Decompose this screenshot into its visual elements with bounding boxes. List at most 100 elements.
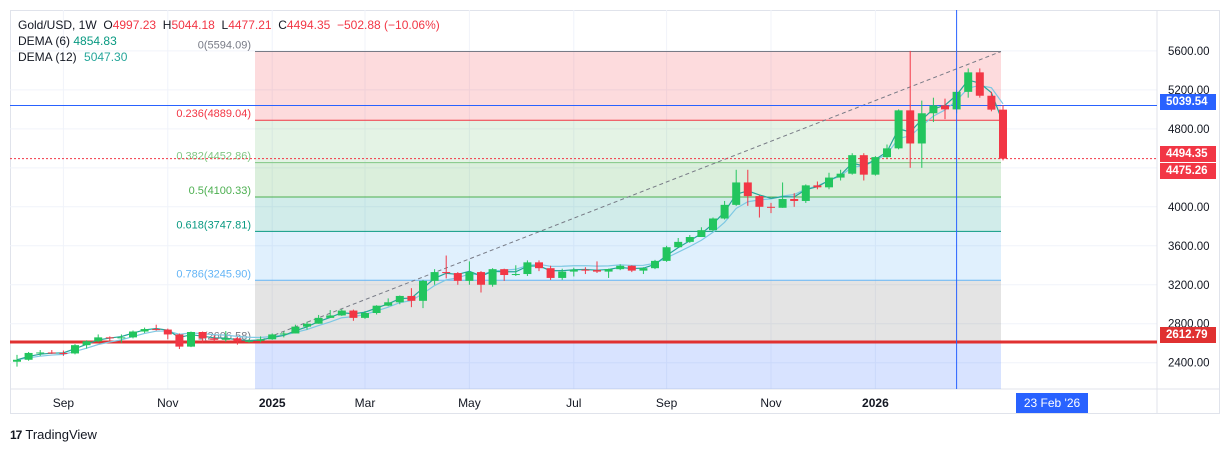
candle-body xyxy=(871,157,880,175)
price-tick-label: 5600.00 xyxy=(1168,46,1210,58)
crosshair-price-tag: 5039.54 xyxy=(1160,94,1216,110)
candle xyxy=(233,336,242,345)
candle xyxy=(268,333,277,340)
candle-body xyxy=(639,268,648,271)
candle-body xyxy=(720,204,729,219)
candle xyxy=(117,334,126,343)
candle-body xyxy=(221,338,230,340)
candle xyxy=(453,272,462,285)
low-key: L xyxy=(221,18,229,32)
candle xyxy=(593,261,601,274)
candle xyxy=(256,336,265,343)
time-tick-label: Nov xyxy=(760,396,781,410)
candle xyxy=(279,331,288,338)
candle-body xyxy=(291,326,300,334)
candle-body xyxy=(210,338,219,340)
candle-body xyxy=(47,352,56,354)
candle-body xyxy=(500,269,509,276)
candle-body xyxy=(627,265,636,271)
time-tick-label: Mar xyxy=(355,396,376,410)
candle xyxy=(964,68,973,98)
candle-body xyxy=(372,305,381,314)
candle-body xyxy=(790,199,799,201)
candle xyxy=(859,153,868,181)
candle xyxy=(326,310,335,318)
candle-body xyxy=(883,148,891,158)
candle xyxy=(71,344,79,355)
candle-body xyxy=(651,260,659,269)
candle xyxy=(13,354,21,367)
fib-zone xyxy=(255,231,1001,281)
time-tick-label: Jul xyxy=(566,396,581,410)
change-value: −502.88 (−10.06%) xyxy=(336,18,440,32)
grid xyxy=(10,10,1157,389)
legend: Gold/USD, 1W O4997.23 H5044.18 L4477.21 … xyxy=(18,17,440,65)
candle xyxy=(361,311,369,319)
candle xyxy=(801,184,810,203)
time-tick-label: May xyxy=(458,396,481,410)
candle-body xyxy=(778,199,787,208)
candle-body xyxy=(511,274,520,276)
candle-body xyxy=(604,269,613,272)
legend-dema12-row[interactable]: DEMA (12) 5047.30 xyxy=(18,49,440,65)
open-value: 4997.23 xyxy=(112,18,157,32)
candle-body xyxy=(13,359,21,362)
candle xyxy=(662,245,671,262)
candle xyxy=(511,265,520,276)
candle xyxy=(523,260,532,276)
candle-body xyxy=(581,269,590,271)
candle xyxy=(616,264,625,271)
candle-body xyxy=(523,262,532,275)
time-tick-label: 2025 xyxy=(259,396,286,410)
candle-body xyxy=(848,155,857,174)
symbol-label[interactable]: Gold/USD, 1W xyxy=(18,18,97,32)
candle xyxy=(221,331,230,342)
candle xyxy=(465,261,474,285)
candle-body xyxy=(894,110,903,149)
tradingview-branding[interactable]: 17 TradingView xyxy=(10,427,97,442)
candle xyxy=(210,335,219,342)
time-tick-label: 2026 xyxy=(862,396,889,410)
fib-zone xyxy=(255,51,1001,121)
high-key: H xyxy=(162,18,172,32)
fibonacci-retracement: 0(5594.09) 0.236(4889.04) 0.382(4452.86) 0.… xyxy=(176,39,1002,389)
candle-body xyxy=(349,310,358,318)
candle-body xyxy=(59,352,68,354)
candle-body xyxy=(685,237,694,242)
candle xyxy=(407,288,416,308)
candle xyxy=(883,144,891,159)
candle-body xyxy=(129,331,137,338)
candle xyxy=(929,97,938,123)
candle xyxy=(314,314,323,324)
candle-body xyxy=(709,218,717,231)
candle-body xyxy=(593,270,601,272)
candle xyxy=(105,336,114,341)
candle-body xyxy=(755,196,764,207)
candle xyxy=(163,328,172,340)
chart-frame[interactable] xyxy=(10,10,1220,414)
candle xyxy=(442,255,451,279)
candle xyxy=(395,295,404,305)
candle xyxy=(24,351,33,361)
candle xyxy=(47,350,56,354)
candle-body xyxy=(453,273,462,281)
candle-body xyxy=(187,332,195,347)
candle xyxy=(941,98,949,120)
candle xyxy=(82,340,91,349)
candle xyxy=(871,156,880,176)
candle-body xyxy=(82,341,91,346)
candle xyxy=(535,260,543,272)
candle xyxy=(500,268,509,281)
candle-body xyxy=(697,230,706,238)
candle xyxy=(546,265,555,280)
candle xyxy=(697,227,706,238)
candle-body xyxy=(442,272,451,274)
candle-body xyxy=(975,72,984,96)
legend-dema6-row[interactable]: DEMA (6) 4854.83 xyxy=(18,33,440,49)
candle-body xyxy=(929,105,938,114)
candle xyxy=(337,309,346,316)
tradingview-logo-icon: 17 xyxy=(10,427,22,442)
candle-body xyxy=(245,340,253,342)
candle-body xyxy=(407,295,416,301)
